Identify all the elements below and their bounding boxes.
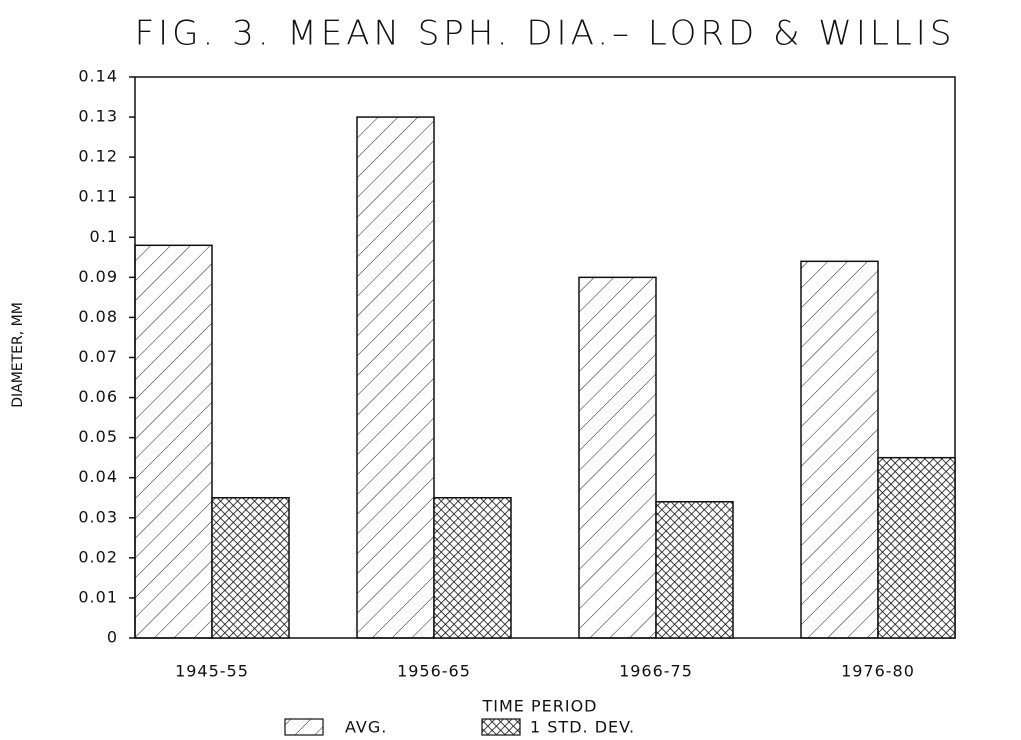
bar <box>356 116 435 639</box>
chart-title: FIG. 3. MEAN SPH. DIA.– LORD & WILLIS <box>135 14 956 54</box>
y-tick-label: 0 <box>107 628 118 647</box>
y-tick-label: 0.07 <box>78 347 118 366</box>
legend-swatch <box>481 718 521 736</box>
y-tick-label: 0.06 <box>78 387 118 406</box>
bar <box>433 497 512 639</box>
bar <box>800 260 879 639</box>
y-tick-label: 0.03 <box>78 507 118 526</box>
y-tick-label: 0.12 <box>78 147 118 166</box>
y-tick-label: 0.08 <box>78 307 118 326</box>
y-tick-label: 0.09 <box>78 267 118 286</box>
bar <box>211 497 290 639</box>
y-tick-label: 0.05 <box>78 427 118 446</box>
y-tick-label: 0.11 <box>78 187 118 206</box>
x-tick-label: 1976-80 <box>841 662 915 681</box>
legend-label: AVG. <box>345 718 387 737</box>
y-tick-label: 0.01 <box>78 587 118 606</box>
y-tick-label: 0.14 <box>78 67 118 86</box>
bar <box>578 276 657 639</box>
x-tick-label: 1945-55 <box>175 662 249 681</box>
y-axis-label: DIAMETER, MM <box>10 302 26 408</box>
x-tick-label: 1956-65 <box>397 662 471 681</box>
y-tick-label: 0.1 <box>90 227 118 246</box>
legend-label: 1 STD. DEV. <box>530 718 635 737</box>
bar <box>134 244 213 639</box>
legend-swatch <box>284 718 324 736</box>
y-tick-label: 0.04 <box>78 467 118 486</box>
y-tick-label: 0.02 <box>78 547 118 566</box>
bar <box>655 501 734 639</box>
x-axis-label: TIME PERIOD <box>482 697 598 716</box>
x-tick-label: 1966-75 <box>619 662 693 681</box>
y-tick-label: 0.13 <box>78 107 118 126</box>
bar <box>877 456 956 639</box>
